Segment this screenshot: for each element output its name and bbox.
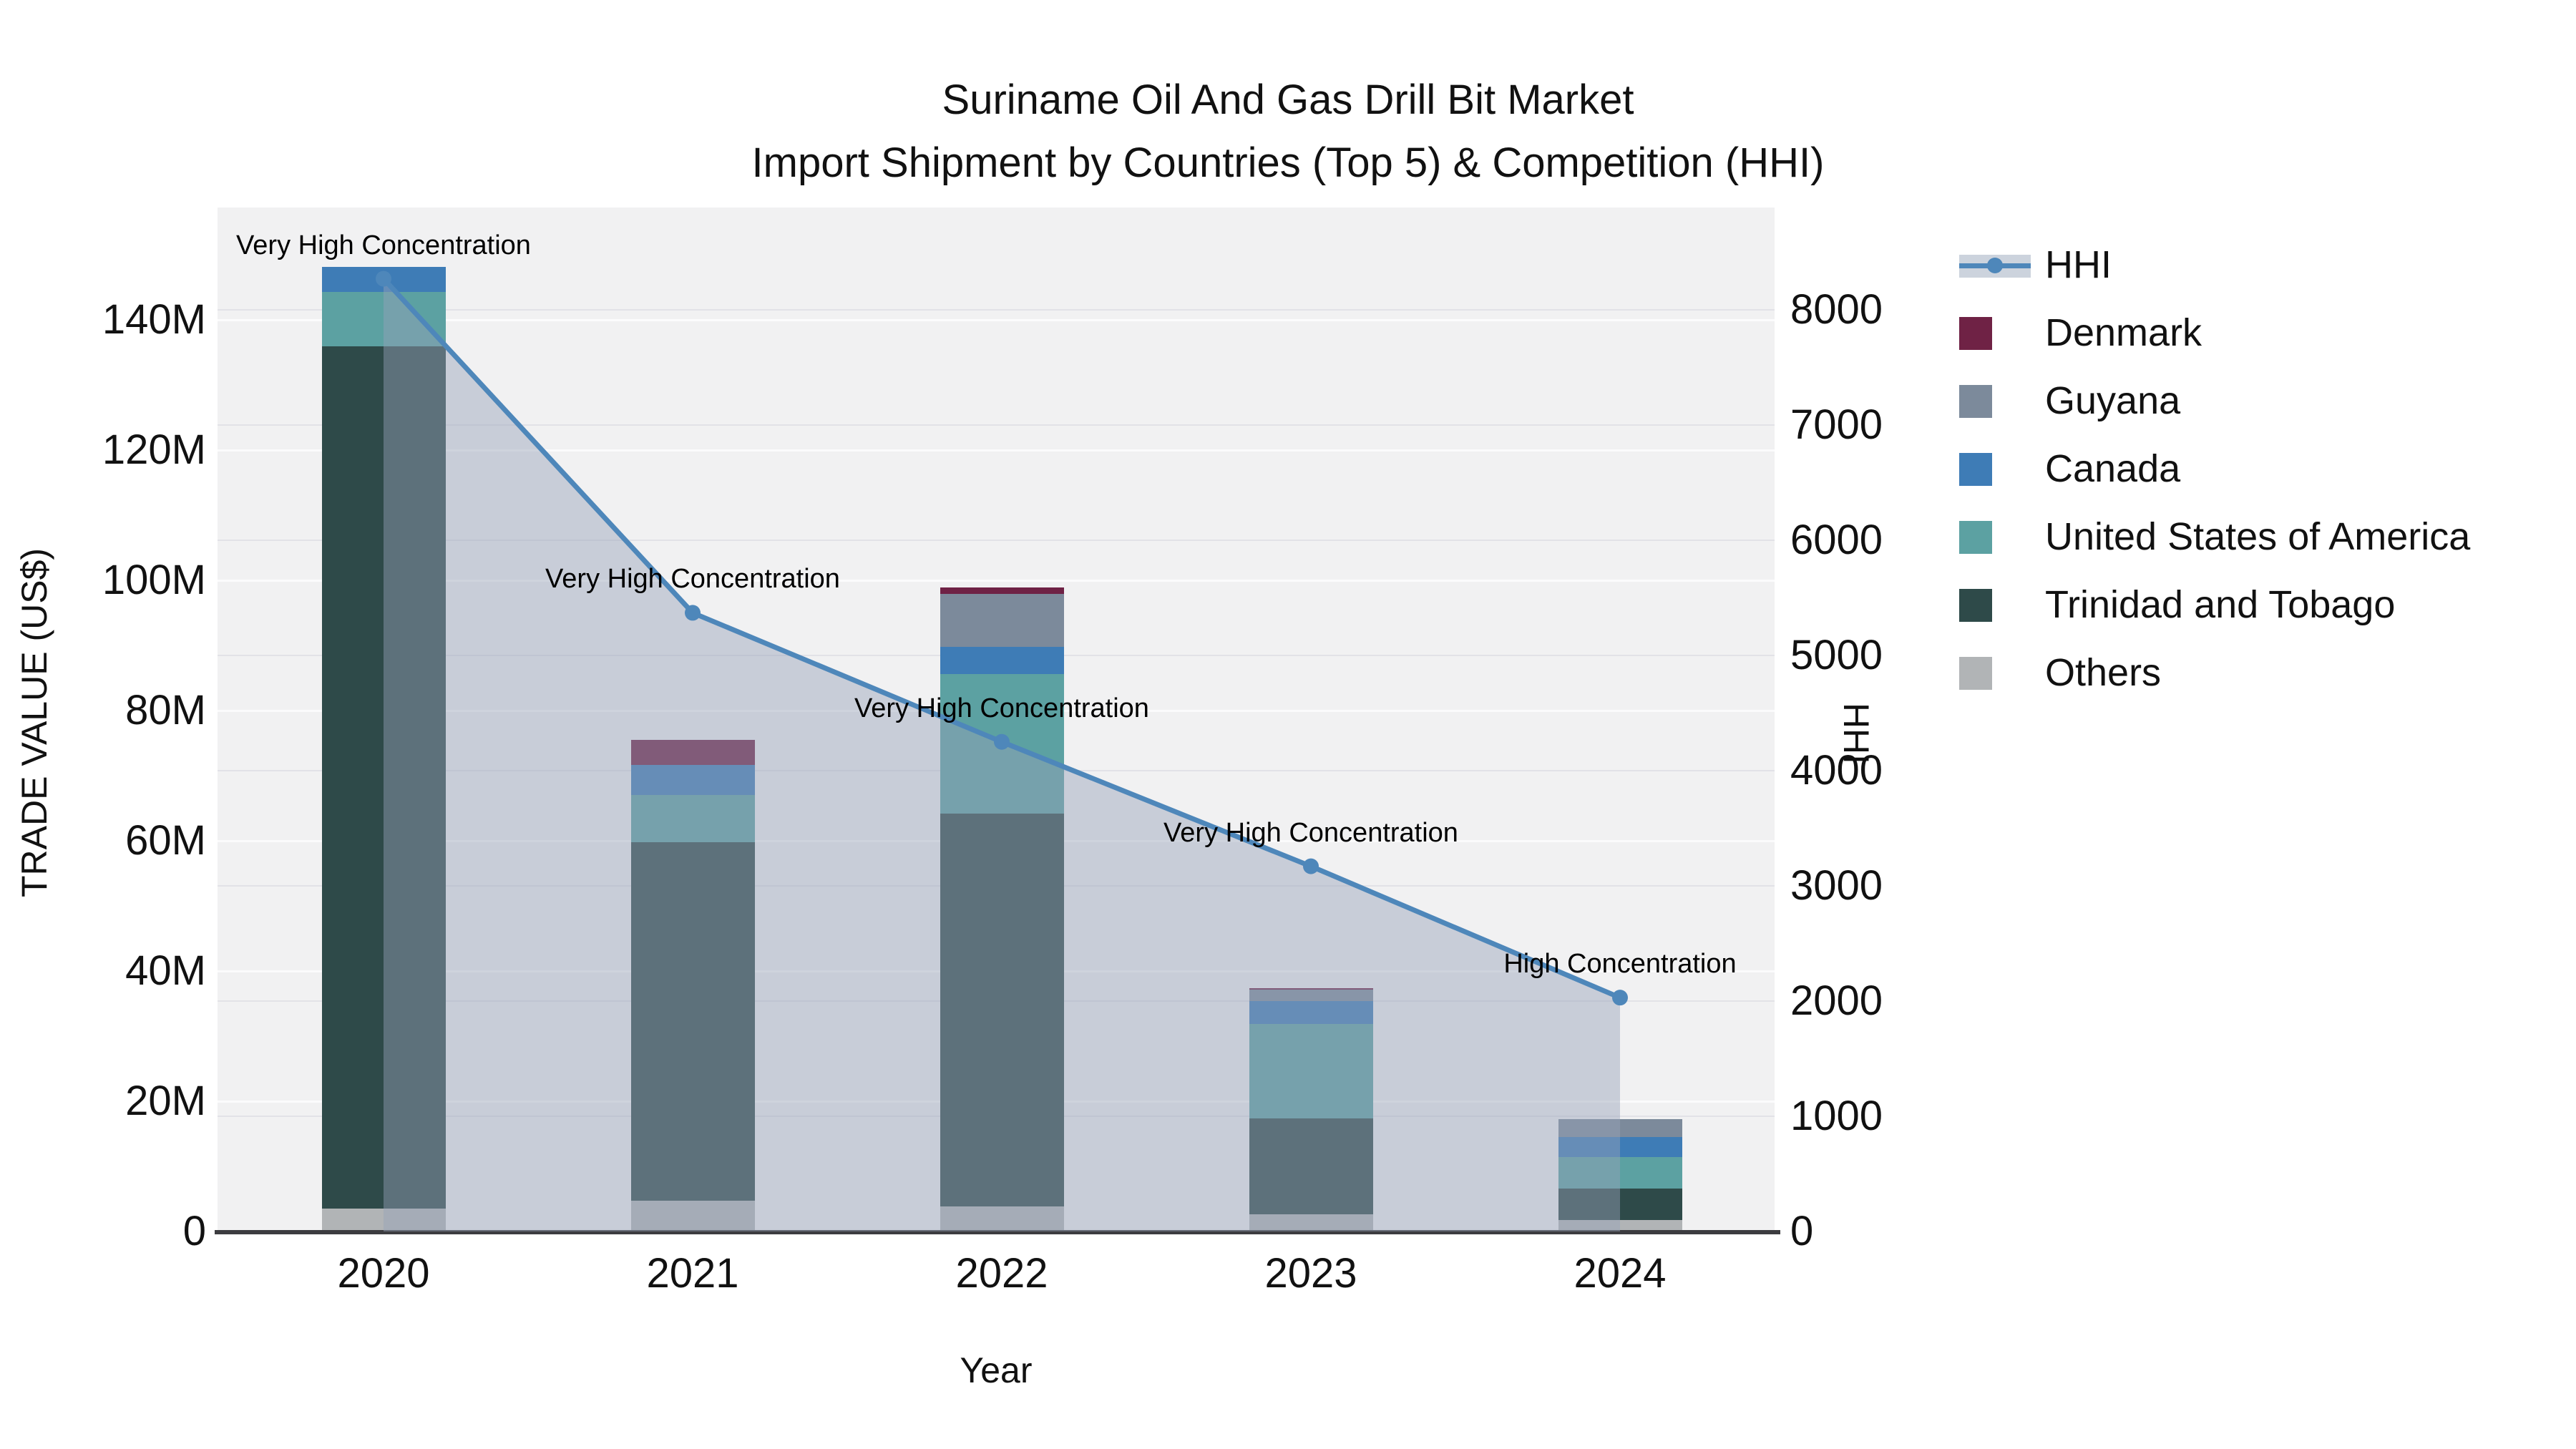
right-axis-tick-4000: 4000 <box>1790 747 1883 794</box>
x-axis-tick-2020: 2020 <box>337 1250 430 1297</box>
legend-label: United States of America <box>2045 515 2471 558</box>
bar-segment-united-states-of-america-2023 <box>1249 1023 1373 1118</box>
legend-label: HHI <box>2045 243 2112 286</box>
bar-segment-united-states-of-america-2021 <box>630 795 755 842</box>
annotation-2024: High Concentration <box>1503 949 1737 980</box>
legend-label: Canada <box>2045 447 2181 490</box>
right-axis-tick-2000: 2000 <box>1790 977 1883 1024</box>
legend-swatch-icon <box>1959 657 1992 690</box>
legend-label: Trinidad and Tobago <box>2045 583 2396 626</box>
legend-label: Others <box>2045 651 2162 694</box>
bar-segment-canada-2022 <box>940 646 1064 675</box>
left-axis-tick-80M: 80M <box>125 687 206 733</box>
hhi-legend-marker-icon <box>1987 258 2003 273</box>
legend-swatch-icon <box>1959 521 1992 554</box>
bar-segment-others-2021 <box>630 1201 755 1231</box>
bar-segment-trinidad-and-tobago-2022 <box>940 813 1064 1207</box>
bar-segment-canada-2024 <box>1558 1137 1682 1158</box>
right-axis-tick-8000: 8000 <box>1790 286 1883 333</box>
legend-swatch-icon <box>1959 385 1992 418</box>
left-axis-tick-20M: 20M <box>125 1078 206 1124</box>
right-axis-tick-6000: 6000 <box>1790 517 1883 563</box>
bar-segment-canada-2020 <box>321 267 446 292</box>
left-axis-tick-60M: 60M <box>125 817 206 864</box>
x-axis-tick-2022: 2022 <box>955 1250 1048 1297</box>
bar-segment-trinidad-and-tobago-2020 <box>321 346 446 1209</box>
bar-segment-canada-2023 <box>1249 1000 1373 1024</box>
x-axis-tick-2021: 2021 <box>646 1250 739 1297</box>
hhi-gridline <box>218 540 1775 541</box>
legend-swatch-icon <box>1959 453 1992 486</box>
bar-segment-canada-2021 <box>630 765 755 796</box>
bar-segment-others-2024 <box>1558 1219 1682 1231</box>
bar-segment-united-states-of-america-2020 <box>321 291 446 347</box>
bar-segment-denmark-2021 <box>630 739 755 766</box>
left-axis-tick-140M: 140M <box>102 296 206 343</box>
bar-segment-guyana-2022 <box>940 594 1064 647</box>
bar-segment-others-2020 <box>321 1209 446 1231</box>
bar-segment-guyana-2024 <box>1558 1119 1682 1138</box>
right-axis-tick-0: 0 <box>1790 1208 1814 1254</box>
bar-segment-guyana-2023 <box>1249 990 1373 1001</box>
bar-segment-united-states-of-america-2024 <box>1558 1157 1682 1189</box>
hhi-gridline <box>218 309 1775 311</box>
annotation-2020: Very High Concentration <box>236 230 531 260</box>
left-axis-tick-40M: 40M <box>125 947 206 994</box>
bar-segment-trinidad-and-tobago-2023 <box>1249 1118 1373 1215</box>
legend-swatch-icon <box>1959 317 1992 350</box>
bar-segment-trinidad-and-tobago-2024 <box>1558 1188 1682 1220</box>
right-axis-tick-7000: 7000 <box>1790 401 1883 448</box>
bar-segment-trinidad-and-tobago-2021 <box>630 841 755 1201</box>
x-axis-tick-2023: 2023 <box>1264 1250 1357 1297</box>
bar-segment-others-2023 <box>1249 1214 1373 1231</box>
legend-label: Guyana <box>2045 379 2181 422</box>
bar-segment-denmark-2023 <box>1249 987 1373 990</box>
right-axis-tick-1000: 1000 <box>1790 1093 1883 1139</box>
left-axis-tick-120M: 120M <box>102 426 206 473</box>
right-axis-tick-5000: 5000 <box>1790 632 1883 678</box>
x-axis-line <box>215 1230 1780 1234</box>
chart-title-line2: Import Shipment by Countries (Top 5) & C… <box>751 140 1825 186</box>
chart-title-line1: Suriname Oil And Gas Drill Bit Market <box>942 77 1634 123</box>
right-axis-title: HHI <box>1836 702 1876 765</box>
annotation-2023: Very High Concentration <box>1163 817 1458 848</box>
annotation-2022: Very High Concentration <box>854 693 1149 723</box>
left-axis-title: TRADE VALUE (US$) <box>14 547 54 898</box>
x-axis-tick-2024: 2024 <box>1574 1250 1667 1297</box>
left-axis-tick-100M: 100M <box>102 557 206 603</box>
trade-value-gridline <box>218 449 1775 452</box>
legend-label: Denmark <box>2045 311 2202 354</box>
bar-segment-others-2022 <box>940 1206 1064 1231</box>
right-axis-tick-3000: 3000 <box>1790 862 1883 909</box>
chart-title: Suriname Oil And Gas Drill Bit Market Im… <box>0 69 2576 195</box>
hhi-gridline <box>218 424 1775 426</box>
annotation-2021: Very High Concentration <box>545 564 840 595</box>
left-axis-tick-0: 0 <box>182 1208 206 1254</box>
x-axis-title: Year <box>960 1350 1033 1390</box>
legend-swatch-icon <box>1959 589 1992 622</box>
trade-value-gridline <box>218 319 1775 321</box>
